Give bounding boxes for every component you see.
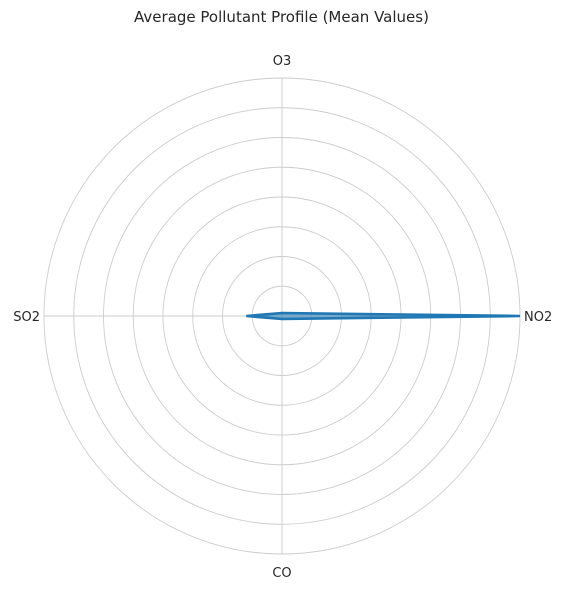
- axis-label-no2: NO2: [524, 310, 552, 325]
- axis-labels: NO2 O3 SO2 CO: [13, 54, 552, 581]
- axis-label-co: CO: [272, 566, 291, 581]
- axis-label-so2: SO2: [13, 310, 40, 325]
- chart-title: Average Pollutant Profile (Mean Values): [134, 8, 429, 26]
- axis-label-o3: O3: [273, 54, 292, 69]
- radar-series: [246, 311, 521, 321]
